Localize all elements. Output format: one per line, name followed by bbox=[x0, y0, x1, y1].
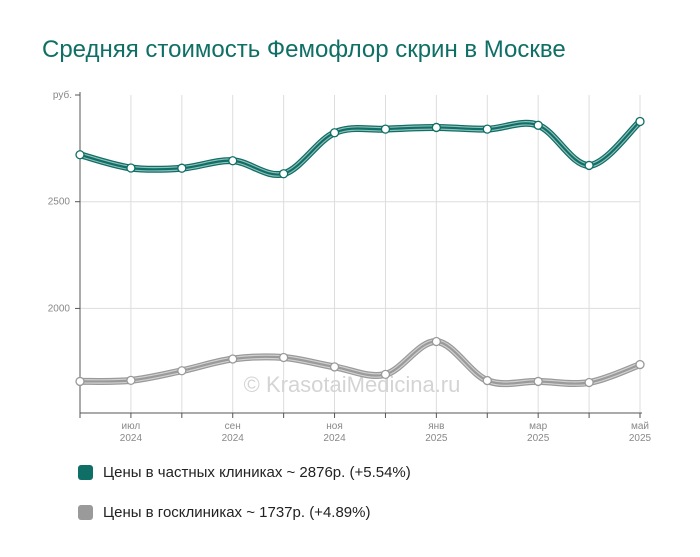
data-point bbox=[75, 376, 85, 387]
legend-label-private: Цены в частных клиниках ~ 2876р. (+5.54%… bbox=[103, 463, 411, 481]
data-point bbox=[278, 169, 289, 179]
x-tick-label-year: 2024 bbox=[323, 433, 346, 444]
data-point bbox=[431, 122, 442, 133]
legend-item-public[interactable]: Цены в госклиниках ~ 1737р. (+4.89%) bbox=[78, 502, 411, 522]
x-tick-label-year: 2025 bbox=[527, 433, 550, 444]
series-group bbox=[75, 116, 645, 388]
legend: Цены в частных клиниках ~ 2876р. (+5.54%… bbox=[78, 462, 411, 542]
data-point bbox=[533, 376, 543, 387]
data-point bbox=[584, 377, 594, 388]
data-point bbox=[431, 336, 442, 347]
legend-item-private[interactable]: Цены в частных клиниках ~ 2876р. (+5.54%… bbox=[78, 462, 411, 482]
x-tick-label-month: мар bbox=[529, 421, 547, 432]
x-tick-label-month: май bbox=[631, 421, 649, 432]
x-tick-label-month: июл bbox=[122, 421, 141, 432]
x-tick-label-year: 2024 bbox=[222, 433, 245, 444]
legend-swatch-public bbox=[78, 504, 93, 520]
axes bbox=[75, 92, 642, 418]
data-point bbox=[533, 120, 543, 130]
x-tick-label-year: 2024 bbox=[120, 433, 143, 444]
y-tick-label: 2000 bbox=[48, 303, 71, 314]
grid bbox=[79, 95, 641, 413]
data-point bbox=[228, 354, 238, 364]
data-point bbox=[482, 375, 492, 386]
data-point bbox=[278, 352, 289, 363]
data-point bbox=[329, 362, 340, 372]
data-point bbox=[635, 116, 645, 127]
data-point bbox=[329, 128, 340, 138]
y-tick-label: 2500 bbox=[48, 197, 71, 208]
data-point bbox=[126, 163, 136, 173]
data-point bbox=[584, 160, 594, 171]
chart-title: Средняя стоимость Фемофлор скрин в Москв… bbox=[42, 36, 566, 63]
x-tick-label-month: янв bbox=[428, 421, 444, 432]
x-tick-label-year: 2025 bbox=[629, 433, 652, 444]
x-tick-label-month: сен bbox=[225, 421, 241, 432]
x-tick-label-month: ноя bbox=[326, 421, 343, 432]
legend-swatch-private bbox=[78, 464, 93, 480]
watermark: © KrasotaiMedicina.ru bbox=[244, 372, 461, 397]
legend-label-public: Цены в госклиниках ~ 1737р. (+4.89%) bbox=[103, 503, 371, 521]
tick-labels: 25002000руб.июл2024сен2024ноя2024янв2025… bbox=[48, 89, 652, 444]
y-axis-unit: руб. bbox=[53, 89, 72, 101]
data-point bbox=[177, 366, 187, 376]
data-point bbox=[228, 156, 238, 166]
data-point bbox=[635, 359, 645, 370]
data-point bbox=[75, 150, 85, 160]
data-point bbox=[482, 124, 492, 134]
x-tick-label-year: 2025 bbox=[425, 433, 448, 444]
data-point bbox=[380, 124, 391, 134]
data-point bbox=[126, 375, 136, 385]
data-point bbox=[380, 369, 391, 380]
data-point bbox=[177, 163, 187, 173]
